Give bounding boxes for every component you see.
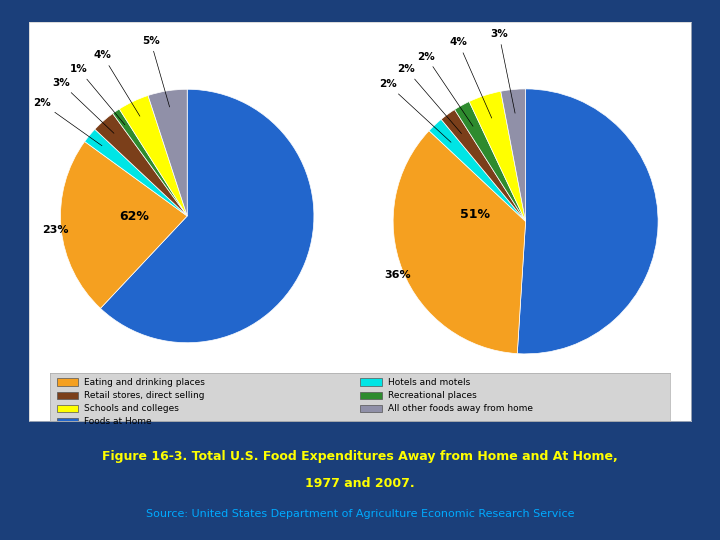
Text: 1977 and 2007.: 1977 and 2007. <box>305 477 415 490</box>
Text: Retail stores, direct selling: Retail stores, direct selling <box>84 391 205 400</box>
Wedge shape <box>454 102 526 221</box>
Wedge shape <box>148 89 187 216</box>
Wedge shape <box>101 89 314 343</box>
Text: 3%: 3% <box>490 29 515 113</box>
Bar <box>360 404 382 413</box>
Text: 2%: 2% <box>417 51 473 126</box>
Bar <box>360 392 382 399</box>
Text: 62%: 62% <box>119 210 149 222</box>
Wedge shape <box>85 129 187 216</box>
Text: 5%: 5% <box>142 36 170 107</box>
Text: 2%: 2% <box>32 98 102 146</box>
Text: 2007: 2007 <box>504 400 547 415</box>
Bar <box>57 404 78 413</box>
Text: 23%: 23% <box>42 225 68 235</box>
Text: 3%: 3% <box>52 78 114 133</box>
Wedge shape <box>120 96 187 216</box>
Text: Source: United States Department of Agriculture Economic Research Service: Source: United States Department of Agri… <box>145 509 575 519</box>
Text: Hotels and motels: Hotels and motels <box>388 378 470 387</box>
Wedge shape <box>393 131 526 354</box>
Text: 36%: 36% <box>384 270 410 280</box>
Wedge shape <box>469 91 526 221</box>
Wedge shape <box>441 110 526 221</box>
Text: Recreational places: Recreational places <box>388 391 477 400</box>
Text: 2%: 2% <box>379 79 451 142</box>
Bar <box>360 379 382 386</box>
Text: Schools and colleges: Schools and colleges <box>84 404 179 413</box>
Text: 4%: 4% <box>449 37 492 118</box>
Text: 1977: 1977 <box>166 387 208 402</box>
Wedge shape <box>60 141 187 308</box>
Text: 2%: 2% <box>397 64 462 133</box>
Text: All other foods away from home: All other foods away from home <box>388 404 533 413</box>
Bar <box>57 418 78 426</box>
Wedge shape <box>113 109 187 216</box>
Bar <box>57 379 78 386</box>
Text: Foods at Home: Foods at Home <box>84 417 152 426</box>
Text: 51%: 51% <box>460 208 490 221</box>
Wedge shape <box>429 119 526 221</box>
Text: Eating and drinking places: Eating and drinking places <box>84 378 205 387</box>
Bar <box>57 392 78 399</box>
Wedge shape <box>95 113 187 216</box>
Text: 4%: 4% <box>94 50 140 116</box>
Text: Figure 16-3. Total U.S. Food Expenditures Away from Home and At Home,: Figure 16-3. Total U.S. Food Expenditure… <box>102 450 618 463</box>
Text: 1%: 1% <box>70 64 125 125</box>
Wedge shape <box>517 89 658 354</box>
Wedge shape <box>501 89 526 221</box>
